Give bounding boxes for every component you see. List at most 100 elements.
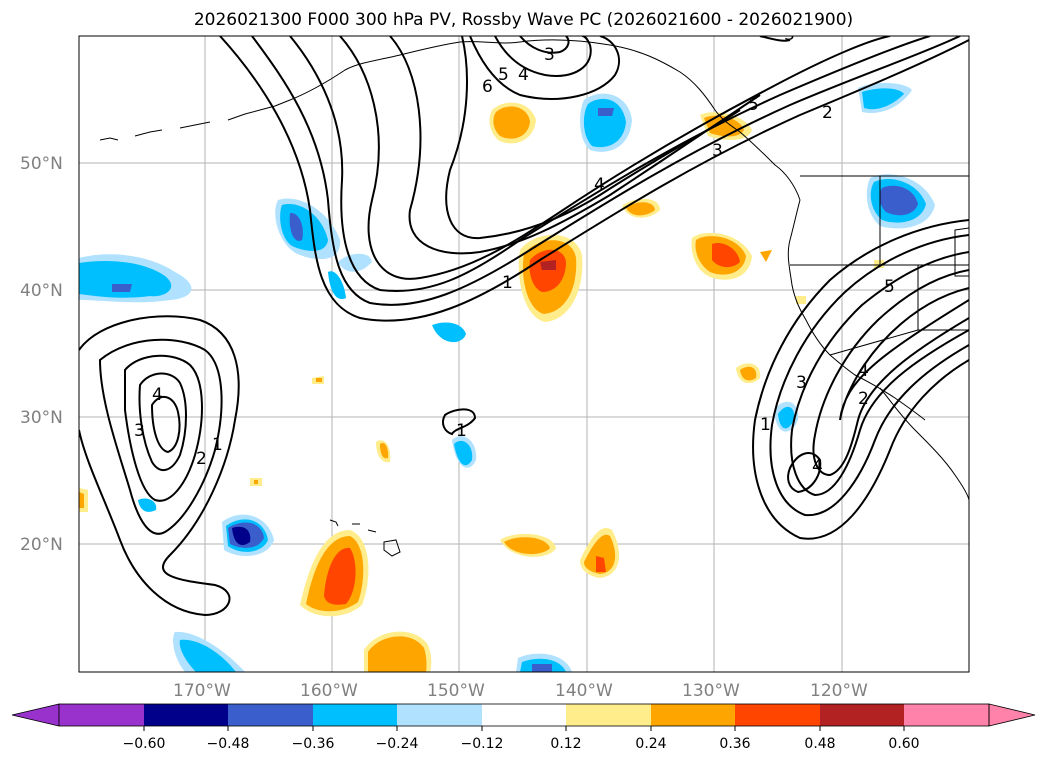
contour-line <box>138 372 187 471</box>
lon-label-130w: 130°W <box>682 681 740 701</box>
contour-line <box>445 36 741 240</box>
contour-label: 1 <box>456 421 467 441</box>
map-frame <box>78 35 970 673</box>
negative-anomalies <box>79 82 935 672</box>
neg-anomaly-blob <box>778 406 795 429</box>
lon-label-140w: 140°W <box>555 681 613 701</box>
colorbar-segment <box>313 704 397 726</box>
neg-anomaly-blob <box>179 639 236 672</box>
contour-label: 4 <box>594 175 605 195</box>
contour-line <box>839 287 969 421</box>
colorbar-segment <box>397 704 482 726</box>
us-west-coast <box>787 199 926 421</box>
pv-contours <box>79 36 969 617</box>
pos-anomaly-blob <box>540 260 556 270</box>
pos-anomaly-blob <box>324 547 356 605</box>
contour-label: 5 <box>884 277 895 297</box>
contour-label: 4 <box>812 457 823 477</box>
contour-line <box>79 315 240 617</box>
contour-line <box>469 36 620 100</box>
colorbar-segment <box>651 704 735 726</box>
pos-anomaly-blob <box>740 366 757 381</box>
pos-anomaly-blob <box>254 480 258 484</box>
pos-anomaly-blob <box>584 534 616 574</box>
colorbar-tick-label: 0.36 <box>719 736 750 752</box>
contour-label: 3 <box>134 421 145 441</box>
contour-label: 1 <box>502 273 513 293</box>
contour-label: 3 <box>544 45 555 65</box>
neg-anomaly-blob <box>289 212 303 241</box>
neg-anomaly-blob <box>454 440 473 466</box>
contour-line <box>769 234 969 517</box>
contour-line <box>389 36 761 255</box>
pos-anomaly-blob <box>760 250 772 262</box>
map-area <box>79 36 969 672</box>
contour-label: 3 <box>796 373 807 393</box>
contour-line <box>98 338 223 535</box>
colorbar-tick-label: −0.12 <box>461 736 504 752</box>
contour-line <box>494 36 592 77</box>
contour-label: 2 <box>858 389 869 409</box>
contour-line <box>519 36 570 54</box>
contour-line <box>219 36 969 322</box>
aleutian-coast <box>99 99 291 141</box>
contour-label: 1 <box>760 415 771 435</box>
colorbar-tick-label: −0.24 <box>376 736 419 752</box>
pos-anomaly-blob <box>316 378 322 382</box>
pos-anomaly-blob <box>626 202 655 216</box>
lat-label-20n: 20°N <box>20 535 63 555</box>
neg-anomaly-blob <box>232 526 251 546</box>
colorbar-segment <box>144 704 228 726</box>
pos-anomaly-blob <box>493 106 530 139</box>
neg-anomaly-blob <box>862 88 904 110</box>
contour-line <box>339 36 891 280</box>
lon-label-150w: 150°W <box>427 681 485 701</box>
colorbar-segment <box>735 704 820 726</box>
contour-line <box>759 36 791 42</box>
neg-anomaly-blob <box>79 260 172 298</box>
colorbar-segment <box>566 704 651 726</box>
latitude-labels: 50°N 40°N 30°N 20°N <box>20 154 63 555</box>
neg-anomaly-blob <box>583 98 626 148</box>
lat-label-50n: 50°N <box>20 154 63 174</box>
contour-label: 2 <box>822 103 833 123</box>
contour-label: 3 <box>712 141 723 161</box>
contour-label: 5 <box>498 65 509 85</box>
contour-line <box>289 36 931 292</box>
contour-label: 4 <box>152 385 163 405</box>
colorbar-tick-label: 0.48 <box>804 736 835 752</box>
contour-line <box>752 219 969 540</box>
contour-line <box>124 354 203 502</box>
lon-label-120w: 120°W <box>810 681 868 701</box>
colorbar-segment <box>59 704 144 726</box>
contour-line <box>150 396 181 454</box>
positive-anomalies <box>79 102 884 672</box>
pos-anomaly-blob <box>79 492 84 508</box>
neg-anomaly-blob <box>879 185 918 216</box>
lon-label-160w: 160°W <box>300 681 358 701</box>
pos-anomaly-blob <box>596 556 606 572</box>
colorbar-max-extension <box>988 703 1036 727</box>
colorbar-frame <box>58 703 990 727</box>
bc-coast <box>739 131 801 201</box>
pos-anomaly-blob <box>368 636 427 672</box>
lat-label-30n: 30°N <box>20 408 63 428</box>
pos-anomaly-blob <box>796 296 806 304</box>
contour-label: 5 <box>748 95 759 115</box>
contour-label: 3 <box>784 25 795 45</box>
lon-label-170w: 170°W <box>173 681 231 701</box>
neg-anomaly-blob <box>432 322 466 343</box>
contour-line <box>787 452 822 494</box>
contour-line <box>812 269 969 477</box>
contour-label: 2 <box>196 449 207 469</box>
pos-anomaly-blob <box>712 242 740 268</box>
neg-anomaly-blob <box>338 253 372 272</box>
map-title: 2026021300 F000 300 hPa PV, Rossby Wave … <box>193 10 854 30</box>
colorbar-min-extension <box>11 703 60 727</box>
pos-anomaly-blob <box>504 537 550 555</box>
contour-label: 1 <box>212 435 223 455</box>
colorbar-ticks <box>143 726 905 731</box>
neg-anomaly-blob <box>328 271 346 300</box>
contour-label: 6 <box>482 77 493 97</box>
